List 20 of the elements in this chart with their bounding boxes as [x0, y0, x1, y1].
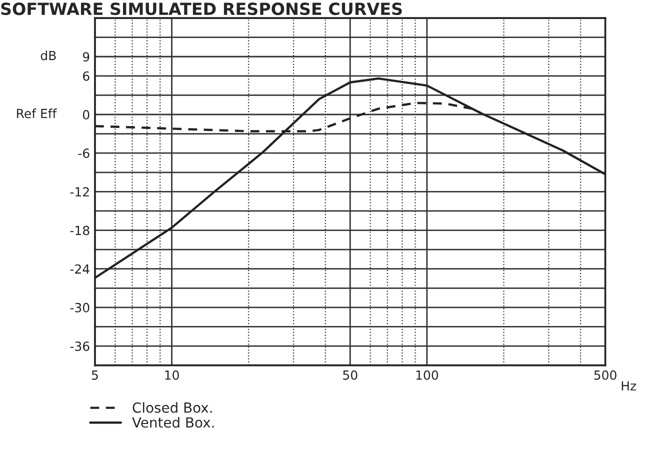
y-tick-label: -18 — [70, 226, 90, 236]
text: Ref Eff — [17, 108, 57, 118]
x-tick-label: 50 — [343, 370, 358, 380]
y-tick-label: 0 — [82, 110, 90, 120]
y-tick-label: 6 — [83, 71, 90, 81]
y-tick-label: -6 — [78, 148, 90, 158]
y-tick-label: -30 — [70, 302, 90, 312]
x-tick-label: 500 — [594, 370, 616, 380]
y-tick-label: -12 — [70, 187, 89, 196]
legend-label: Vented Box. — [132, 416, 214, 428]
x-tick-label: 10 — [165, 370, 179, 380]
y-tick-label: -24 — [70, 264, 90, 274]
y-axis-title: dB — [40, 50, 56, 60]
x-axis-title: Hz — [622, 381, 636, 390]
y-tick-label: 9 — [82, 52, 90, 62]
x-tick-label: 5 — [92, 370, 98, 380]
legend-label: Closed Box. — [132, 402, 212, 413]
chart-title: SOFTWARE SIMULATED RESPONSE CURVES — [1, 2, 402, 16]
y-tick-label: -36 — [70, 341, 90, 351]
x-tick-label: 100 — [416, 370, 438, 380]
